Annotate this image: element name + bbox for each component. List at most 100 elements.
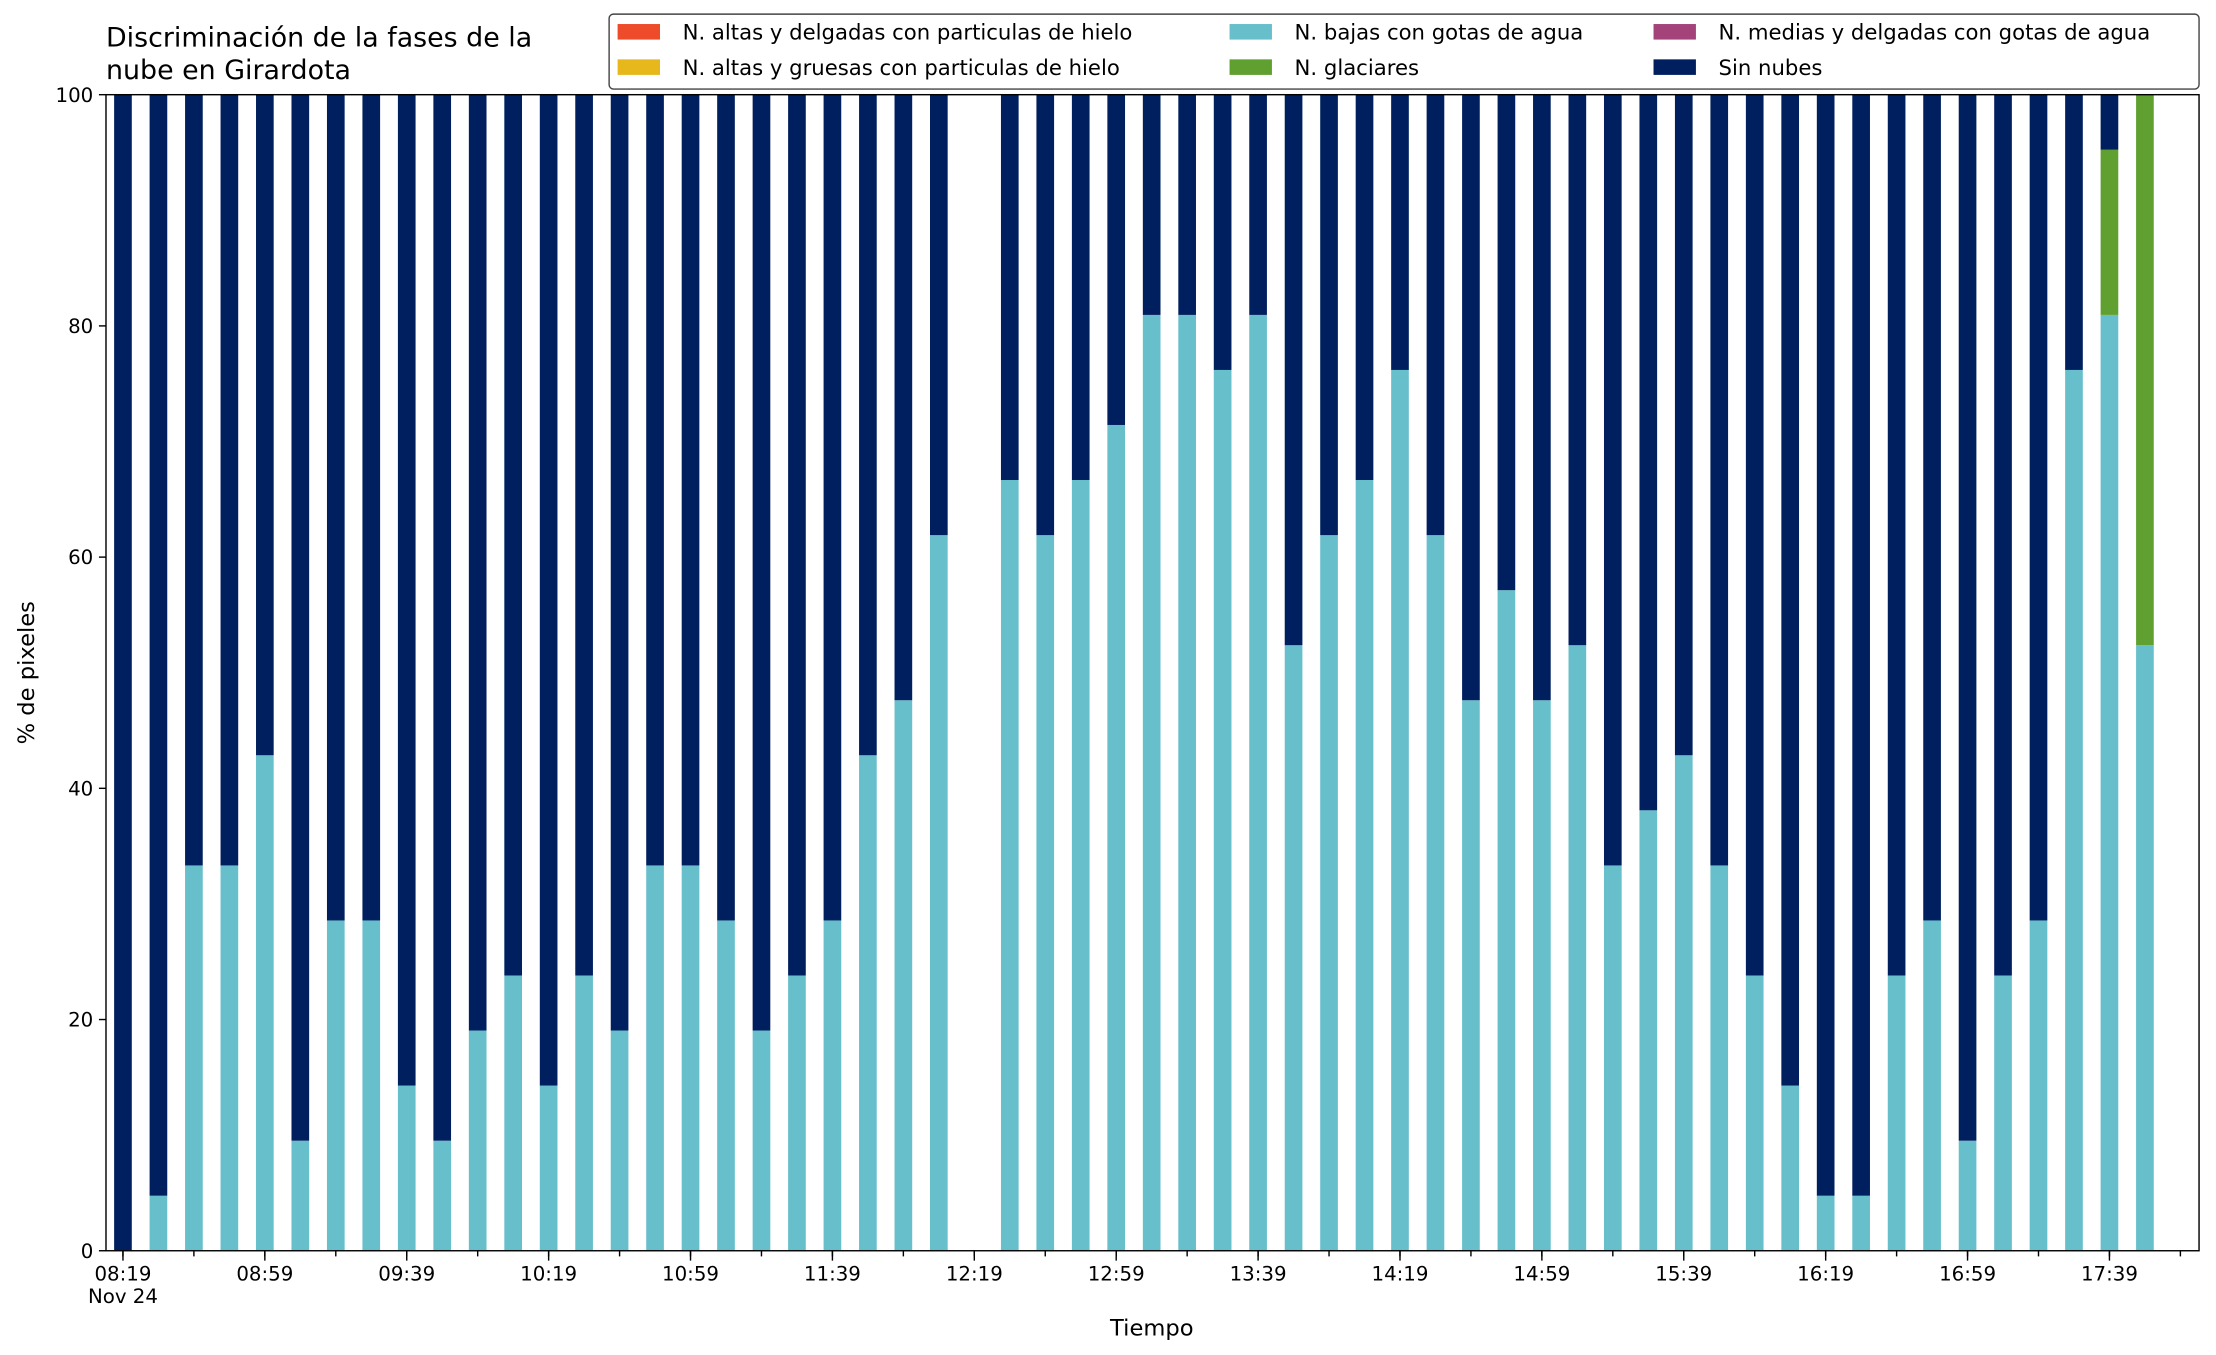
x-tick-label: 14:19 [1372,1262,1429,1285]
bar-segment [256,94,274,756]
x-tick-label: 10:59 [662,1262,719,1285]
x-date-label: Nov 24 [88,1285,158,1308]
bar-segment [220,865,239,1251]
bar-segment [1462,700,1480,1251]
bar-segment [1923,94,1941,921]
bar-segment [185,94,203,866]
legend-swatch [617,59,660,75]
legend-label: Sin nubes [1719,55,1823,80]
legend-swatch [1229,59,1272,75]
bar-segment [2136,94,2154,646]
bar-segment [2100,314,2119,1251]
bar-segment [539,1085,558,1251]
x-tick-label: 08:59 [236,1262,293,1285]
y-tick-label: 0 [81,1240,94,1263]
bar-segment [610,1030,629,1251]
bar-segment [1994,975,2012,1251]
bar-segment [859,94,877,756]
bar-segment [220,94,239,866]
bar-segment [1426,535,1445,1251]
bar-segment [1852,94,1870,1196]
bar-segment [859,755,877,1251]
bar-segment [1603,94,1622,866]
bar-segment [1213,94,1232,370]
y-axis-label: % de pixeles [14,601,40,744]
bar-segment [717,94,735,921]
y-tick-label: 80 [68,315,93,338]
bar-segment [717,920,735,1251]
bar-segment [788,94,806,976]
bar-segment [1887,975,1906,1251]
legend-swatch [1229,24,1272,40]
bar-segment [823,94,842,921]
bar-segment [752,94,771,1031]
bar-segment [1533,700,1551,1251]
bar-segment [1533,94,1551,701]
bar-segment [185,865,203,1251]
x-tick-label: 12:19 [946,1262,1003,1285]
bar-segment [1674,94,1693,756]
bar-segment [1710,865,1729,1251]
legend-swatch [617,24,660,40]
x-tick-label: 16:59 [1939,1262,1996,1285]
y-tick-label: 60 [68,546,93,569]
bar-segment [610,94,629,1031]
bar-segment [2100,149,2119,315]
bar-segment [1284,645,1303,1251]
bar-segment [397,1085,416,1251]
bar-segment [1142,314,1161,1251]
x-tick-label: 16:19 [1797,1262,1854,1285]
bar-segment [114,94,132,1251]
legend-box [608,13,2200,90]
bar-segment [646,94,664,866]
bar-segment [1426,94,1445,536]
bar-segment [1320,94,1338,536]
bar-segment [930,535,948,1251]
x-tick-label: 10:19 [520,1262,577,1285]
legend-label: N. glaciares [1295,55,1419,80]
bar-segment [1142,94,1161,315]
bar-segment [1284,94,1303,646]
bar-segment [1249,94,1267,315]
bar-segment [291,1140,310,1251]
bar-segment [1923,920,1941,1251]
bar-segment [1781,94,1800,1086]
bar-segment [149,94,168,1196]
bar-segment [1745,975,1764,1251]
bar-segment [1213,369,1232,1251]
bar-segment [1036,94,1055,536]
x-tick-label: 17:39 [2081,1262,2138,1285]
bar-segment [1107,424,1126,1251]
bar-segment [575,975,593,1251]
bar-segment [1674,755,1693,1251]
bar-segment [1887,94,1906,976]
x-tick-label: 12:59 [1088,1262,1145,1285]
legend-swatch [1653,59,1696,75]
bar-segment [468,1030,487,1251]
bar-segment [681,865,700,1251]
legend-label: N. bajas con gotas de agua [1295,20,1584,45]
plot-frame [105,93,2200,1252]
bar-segment [823,920,842,1251]
bar-segment [1355,480,1374,1251]
legend-label: N. medias y delgadas con gotas de agua [1719,20,2151,45]
x-tick-label: 11:39 [804,1262,861,1285]
bar-segment [1320,535,1338,1251]
bar-segment [1781,1085,1800,1251]
bar-segment [1178,94,1196,315]
bar-segment [1639,810,1658,1251]
bar-segment [1071,94,1090,481]
bar-segment [1710,94,1729,866]
bar-segment [2029,920,2048,1251]
bar-segment [291,94,310,1141]
bar-segment [2136,645,2154,1251]
bar-segment [1107,94,1126,425]
x-tick-label: 13:39 [1230,1262,1287,1285]
bar-segment [468,94,487,1031]
chart-title: Discriminación de la fases de la nube en… [105,22,533,87]
bar-segment [397,94,416,1086]
bar-segment [149,1195,168,1251]
bar-segment [1852,1195,1870,1251]
